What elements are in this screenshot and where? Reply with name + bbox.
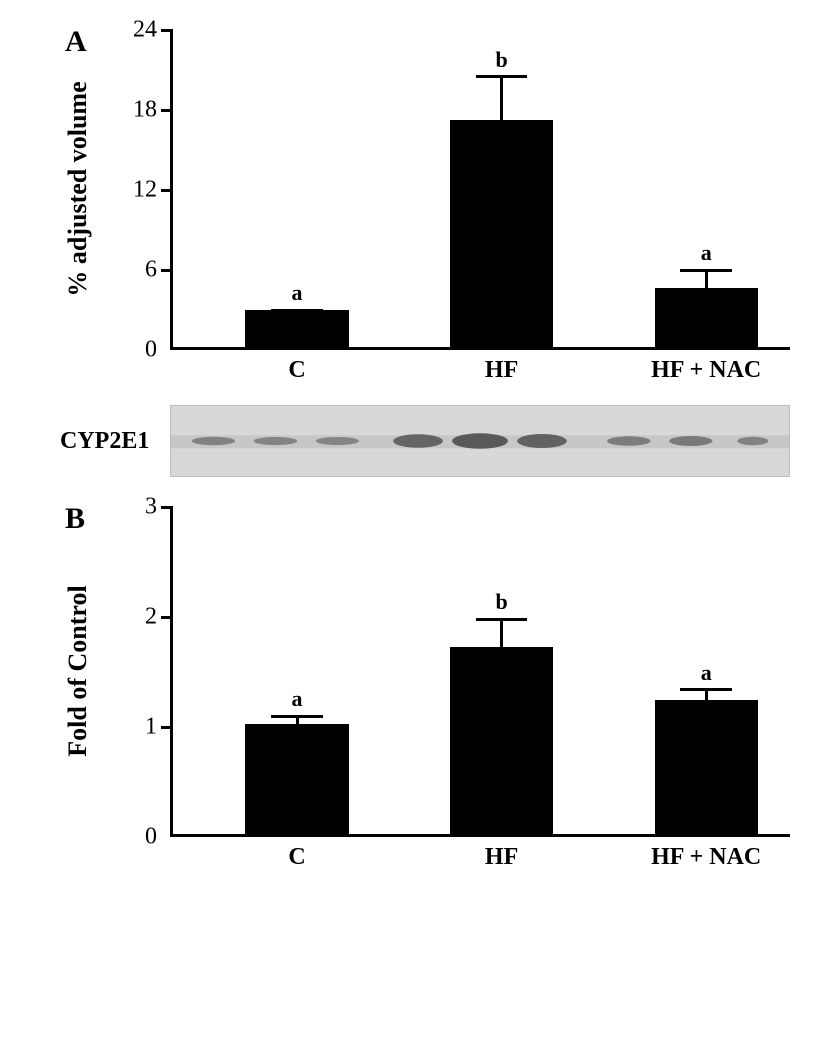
panel-a-ytick: [161, 29, 173, 32]
panel-b-ytick-label: 1: [145, 714, 157, 741]
panel-b-ytick: [161, 616, 173, 619]
blot-label: CYP2E1: [40, 428, 170, 455]
panel-a-sig-letter: a: [292, 280, 303, 306]
panel-a: A % adjusted volume 06121824aCbHFaHF + N…: [40, 30, 791, 350]
panel-b-bar: [245, 724, 348, 834]
figure: A % adjusted volume 06121824aCbHFaHF + N…: [0, 0, 831, 867]
panel-a-ytick: [161, 189, 173, 192]
panel-a-ytick-label: 18: [133, 97, 157, 124]
panel-b-label: B: [65, 502, 85, 536]
panel-b-errorcap: [680, 688, 732, 691]
panel-b-xtick-label: C: [288, 844, 305, 871]
panel-b-bar: [450, 647, 553, 834]
panel-a-ytick-label: 24: [133, 17, 157, 44]
panel-a-ytick-label: 0: [145, 337, 157, 364]
panel-a-ytick: [161, 109, 173, 112]
panel-b-sig-letter: b: [495, 589, 507, 615]
panel-b-ylabel: Fold of Control: [63, 585, 93, 756]
panel-b-ytick-label: 3: [145, 494, 157, 521]
panel-b-sig-letter: a: [292, 686, 303, 712]
panel-a-ytick-label: 6: [145, 257, 157, 284]
panel-a-ytick: [161, 269, 173, 272]
panel-b-xtick-label: HF: [485, 844, 518, 871]
panel-a-errorcap: [271, 309, 323, 312]
panel-b-bar: [655, 700, 758, 834]
panel-a-label: A: [65, 25, 87, 59]
panel-a-errorbar: [500, 77, 503, 124]
blot-image: [170, 405, 790, 477]
panel-b-ytick: [161, 726, 173, 729]
panel-a-bar: [655, 288, 758, 347]
panel-a-bar: [450, 120, 553, 347]
panel-a-errorbar: [705, 270, 708, 291]
panel-b-errorcap: [476, 618, 528, 621]
panel-b-ytick: [161, 506, 173, 509]
panel-a-xtick-label: HF + NAC: [651, 357, 761, 384]
panel-a-bar: [245, 310, 348, 347]
panel-a-plot: % adjusted volume 06121824aCbHFaHF + NAC: [170, 30, 790, 350]
panel-a-xtick-label: HF: [485, 357, 518, 384]
panel-a-xtick-label: C: [288, 357, 305, 384]
panel-b-ytick-label: 2: [145, 604, 157, 631]
panel-b-sig-letter: a: [701, 660, 712, 686]
panel-a-errorcap: [476, 75, 528, 78]
panel-b-chart: Fold of Control 0123aCbHFaHF + NAC: [170, 507, 790, 837]
panel-b-ytick-label: 0: [145, 824, 157, 851]
panel-a-chart: % adjusted volume 06121824aCbHFaHF + NAC: [170, 30, 790, 350]
panel-b-errorcap: [271, 715, 323, 718]
panel-b-errorbar: [705, 690, 708, 703]
panel-b: B Fold of Control 0123aCbHFaHF + NAC: [40, 507, 791, 837]
panel-b-errorbar: [500, 619, 503, 650]
panel-a-sig-letter: b: [495, 47, 507, 73]
panel-a-errorcap: [680, 269, 732, 272]
panel-a-sig-letter: a: [701, 240, 712, 266]
panel-a-ylabel: % adjusted volume: [63, 81, 93, 296]
panel-a-ytick-label: 12: [133, 177, 157, 204]
blot-row: CYP2E1: [40, 405, 791, 477]
panel-b-errorbar: [296, 716, 299, 727]
panel-b-plot: Fold of Control 0123aCbHFaHF + NAC: [170, 507, 790, 837]
panel-b-xtick-label: HF + NAC: [651, 844, 761, 871]
